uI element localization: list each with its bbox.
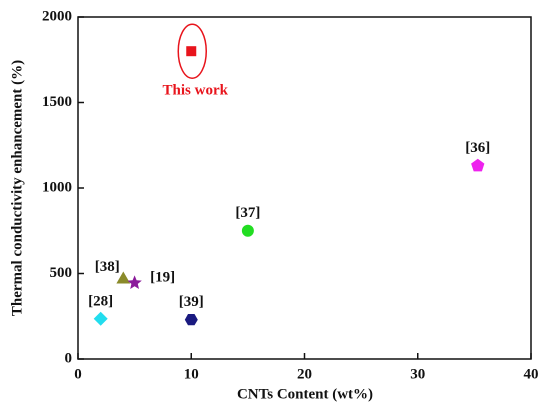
- y-tick-label: 0: [65, 350, 73, 366]
- x-tick-label: 20: [297, 366, 312, 382]
- point-label: [39]: [179, 294, 204, 310]
- x-tick-label: 0: [74, 366, 82, 382]
- point-label: This work: [163, 83, 229, 99]
- point-label: [19]: [150, 269, 175, 285]
- x-tick-label: 40: [524, 366, 539, 382]
- y-tick-label: 500: [50, 265, 73, 281]
- point-label: [28]: [88, 293, 113, 309]
- marker: [471, 158, 485, 172]
- marker: [93, 311, 108, 326]
- marker: [186, 46, 197, 57]
- point-label: [38]: [95, 259, 120, 275]
- x-axis-label: CNTs Content (wt%): [237, 386, 373, 402]
- y-tick-label: 1000: [42, 179, 72, 195]
- marker: [241, 224, 254, 237]
- marker: [116, 271, 131, 284]
- x-tick-label: 10: [184, 366, 199, 382]
- y-axis-label: Thermal conductivity enhancement (%): [9, 60, 25, 316]
- highlight-ellipse: [177, 23, 207, 79]
- y-tick-label: 1500: [42, 94, 72, 110]
- plot-frame: [77, 16, 532, 360]
- point-label: [37]: [235, 205, 260, 221]
- point-label: [36]: [465, 140, 490, 156]
- marker: [127, 275, 142, 289]
- y-tick-label: 2000: [42, 8, 72, 24]
- x-tick-label: 30: [410, 366, 425, 382]
- marker: [184, 314, 198, 326]
